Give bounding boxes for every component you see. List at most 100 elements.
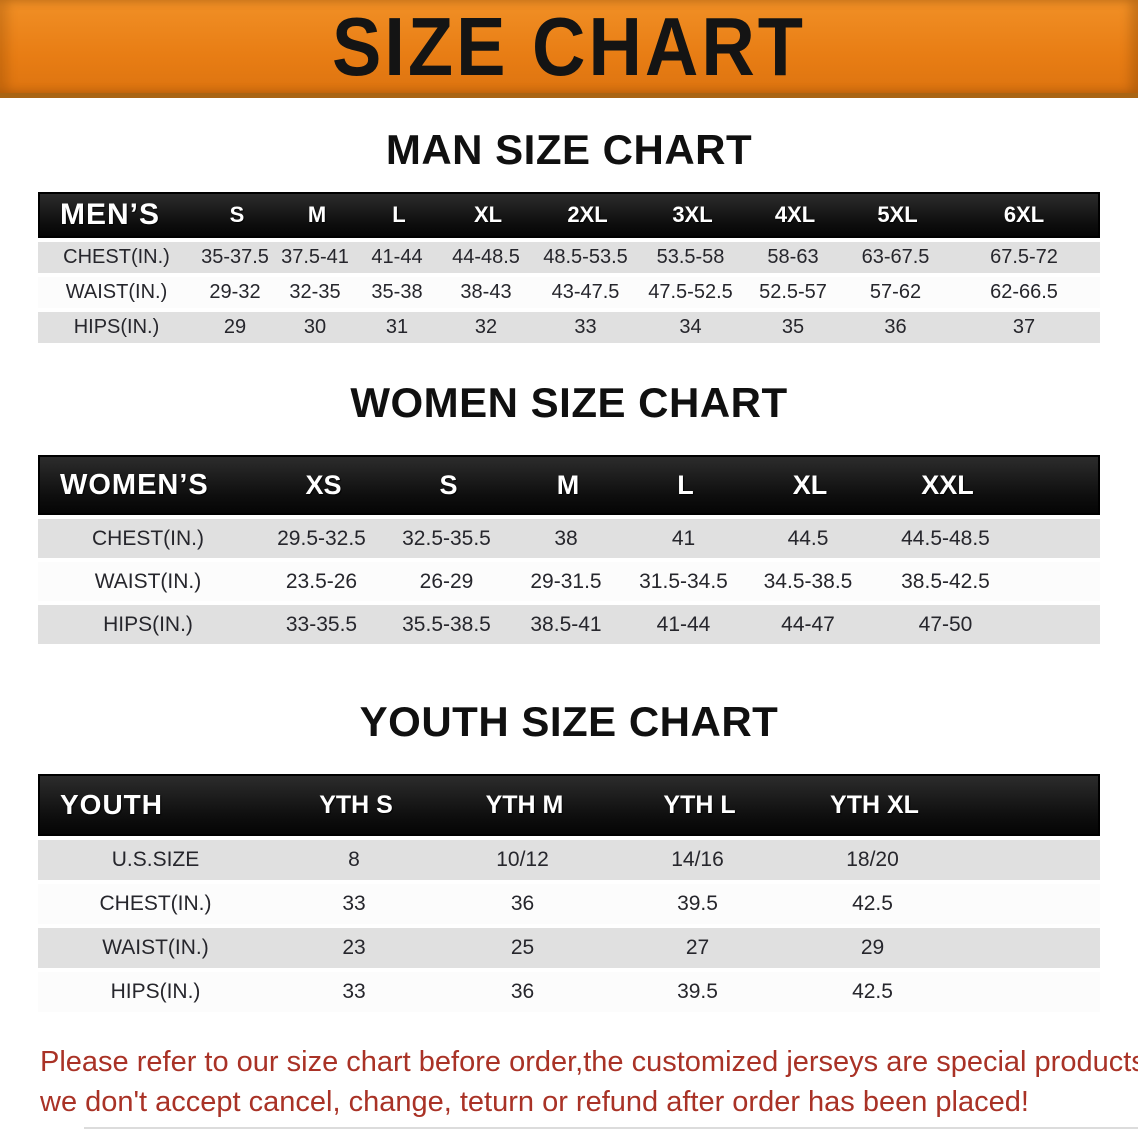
row-label: HIPS(IN.) <box>103 612 193 636</box>
row-label: U.S.SIZE <box>111 848 200 871</box>
order-policy-note: Please refer to our size chart before or… <box>40 1042 1138 1122</box>
cell-value: 32-35 <box>289 281 341 303</box>
column-header: XS <box>305 469 342 500</box>
cell-value: 43-47.5 <box>551 281 620 303</box>
cell-value: 47.5-52.5 <box>648 281 733 303</box>
cell-value: 33 <box>342 892 366 915</box>
cell-value: 29-31.5 <box>530 569 602 593</box>
cell-value: 38-43 <box>460 281 512 303</box>
cell-value: 29 <box>223 316 247 338</box>
cell-value: 32 <box>474 316 498 338</box>
cell-value: 38.5-42.5 <box>901 569 990 593</box>
youth-table-header-row: YOUTH YTH S YTH M YTH L YTH XL <box>38 774 1100 836</box>
cell-value: 25 <box>510 936 535 959</box>
cell-value: 38.5-41 <box>530 612 602 636</box>
cell-value: 48.5-53.5 <box>543 246 628 268</box>
cell-value: 47-50 <box>918 612 973 636</box>
table-row: HIPS(IN.) 29 30 31 32 33 34 35 36 37 <box>38 312 1100 343</box>
cell-value: 27 <box>685 936 710 959</box>
cell-value: 42.5 <box>852 980 893 1003</box>
cell-value: 67.5-72 <box>990 246 1058 268</box>
banner-title: SIZE CHART <box>332 0 806 93</box>
row-label: WAIST(IN.) <box>102 936 209 959</box>
row-label: CHEST(IN.) <box>92 526 204 550</box>
women-size-table: WOMEN’S XS S M L XL XXL CHEST(IN.) 29.5-32.5 32.… <box>38 455 1100 644</box>
row-label: CHEST(IN.) <box>99 892 212 915</box>
cell-value: 36 <box>884 316 907 338</box>
cell-value: 35 <box>781 316 805 338</box>
table-row: WAIST(IN.) 23 25 27 29 <box>38 928 1100 968</box>
men-size-table: MEN’S S M L XL 2XL 3XL 4XL 5XL 6XL CHEST(IN.) 35-3… <box>38 192 1100 343</box>
table-row: CHEST(IN.) 33 36 39.5 42.5 <box>38 884 1100 924</box>
table-header-label: WOMEN’S <box>60 468 209 501</box>
table-row: WAIST(IN.) 29-32 32-35 35-38 38-43 43-47.5 47.… <box>38 277 1100 308</box>
women-table-header-row: WOMEN’S XS S M L XL XXL <box>38 455 1100 515</box>
table-row: CHEST(IN.) 35-37.5 37.5-41 41-44 44-48.5 48.5… <box>38 242 1100 273</box>
column-header: 5XL <box>877 202 918 227</box>
cell-value: 34 <box>679 316 702 338</box>
cell-value: 41-44 <box>656 612 711 636</box>
row-label: CHEST(IN.) <box>63 246 170 268</box>
cell-value: 44.5 <box>787 526 829 550</box>
row-label: HIPS(IN.) <box>73 316 160 338</box>
cell-value: 44-47 <box>781 612 835 636</box>
column-header: YTH L <box>663 790 736 819</box>
cell-value: 62-66.5 <box>990 281 1058 303</box>
cell-value: 41-44 <box>371 246 423 268</box>
column-header: XL <box>473 202 503 227</box>
youth-table-body: U.S.SIZE 8 10/12 14/16 18/20 CHEST(IN.) 33 36 39… <box>38 840 1100 1012</box>
column-header: 6XL <box>1003 202 1045 227</box>
column-header: YTH S <box>319 790 393 819</box>
column-header: 3XL <box>672 202 713 227</box>
cell-value: 35-37.5 <box>201 246 269 268</box>
column-header: XL <box>792 469 828 500</box>
column-header: S <box>229 202 245 227</box>
cell-value: 10/12 <box>496 848 549 871</box>
men-table-body: CHEST(IN.) 35-37.5 37.5-41 41-44 44-48.5 48.5… <box>38 242 1100 343</box>
cell-value: 39.5 <box>677 892 718 915</box>
column-header: YTH XL <box>830 790 919 819</box>
cell-value: 18/20 <box>846 848 899 871</box>
cell-value: 44-48.5 <box>452 246 520 268</box>
table-row: HIPS(IN.) 33-35.5 35.5-38.5 38.5-41 41-44 44-… <box>38 605 1100 644</box>
men-table-header-row: MEN’S S M L XL 2XL 3XL 4XL 5XL 6XL <box>38 192 1100 238</box>
cell-value: 57-62 <box>869 281 922 303</box>
cell-value: 31 <box>385 316 409 338</box>
cell-value: 31.5-34.5 <box>639 569 728 593</box>
column-header: L <box>392 202 406 227</box>
cell-value: 34.5-38.5 <box>763 569 853 593</box>
cell-value: 29.5-32.5 <box>277 526 366 550</box>
column-header: YTH M <box>485 790 564 819</box>
column-header: XXL <box>921 469 974 500</box>
cell-value: 26-29 <box>419 569 474 593</box>
cell-value: 63-67.5 <box>861 246 930 268</box>
cell-value: 44.5-48.5 <box>901 526 990 550</box>
cell-value: 35.5-38.5 <box>402 612 491 636</box>
table-row: WAIST(IN.) 23.5-26 26-29 29-31.5 31.5-34.5 34… <box>38 562 1100 601</box>
cell-value: 8 <box>348 848 360 871</box>
cell-value: 23.5-26 <box>285 569 358 593</box>
cell-value: 42.5 <box>852 892 893 915</box>
table-header-label: MEN’S <box>60 198 161 231</box>
cell-value: 37.5-41 <box>281 246 349 268</box>
size-chart-banner: SIZE CHART <box>0 0 1138 98</box>
cell-value: 58-63 <box>767 246 819 268</box>
table-row: U.S.SIZE 8 10/12 14/16 18/20 <box>38 840 1100 880</box>
table-row: HIPS(IN.) 33 36 39.5 42.5 <box>38 972 1100 1012</box>
column-header: M <box>307 202 327 227</box>
men-chart-heading: MAN SIZE CHART <box>385 126 753 173</box>
youth-chart-heading: YOUTH SIZE CHART <box>359 698 779 745</box>
cell-value: 30 <box>303 316 327 338</box>
column-header: 4XL <box>774 202 816 227</box>
cell-value: 33 <box>342 980 366 1003</box>
cell-value: 38 <box>554 526 578 550</box>
cell-value: 33 <box>574 316 597 338</box>
cell-value: 52.5-57 <box>759 281 827 303</box>
cell-value: 32.5-35.5 <box>402 526 491 550</box>
cell-value: 39.5 <box>677 980 718 1003</box>
women-chart-heading: WOMEN SIZE CHART <box>350 379 788 426</box>
row-label: HIPS(IN.) <box>110 980 201 1003</box>
cell-value: 53.5-58 <box>656 246 725 268</box>
cell-value: 36 <box>510 980 535 1003</box>
order-policy-line-1: Please refer to our size chart before or… <box>40 1046 1138 1078</box>
